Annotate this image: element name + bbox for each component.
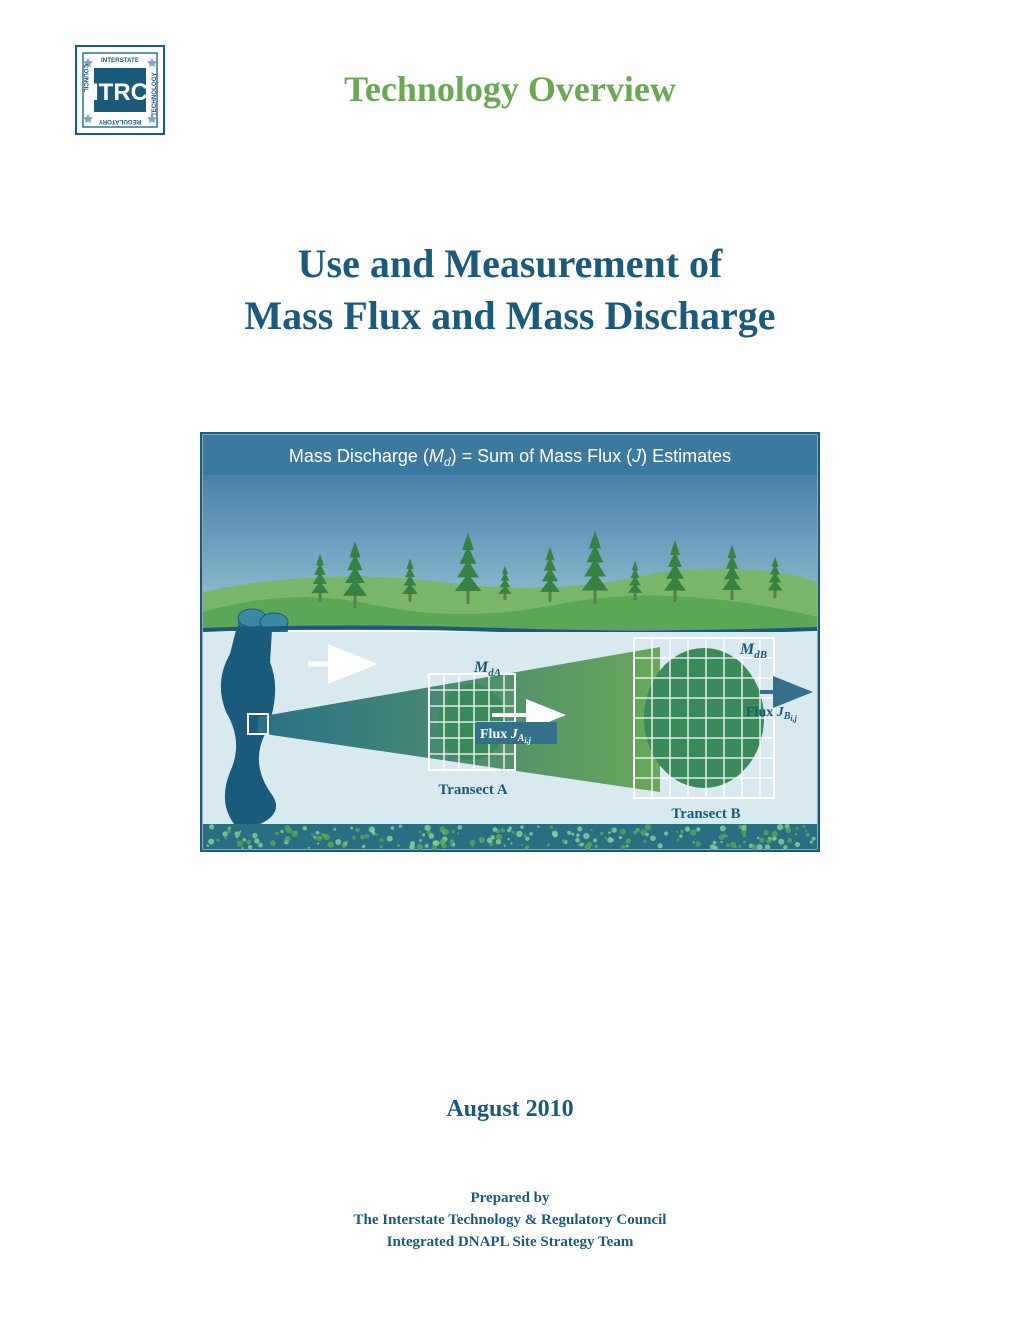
logo-top-word: INTERSTATE <box>101 57 139 64</box>
main-title-line-1: Use and Measurement of <box>0 240 1020 287</box>
tech-overview-heading: Technology Overview <box>0 68 1020 110</box>
mass-flux-diagram: Mass Discharge (Md) = Sum of Mass Flux (… <box>200 432 820 852</box>
team-name: Integrated DNAPL Site Strategy Team <box>0 1234 1020 1251</box>
transect-b-label: Transect B <box>671 806 740 822</box>
prepared-by-label: Prepared by <box>0 1190 1020 1207</box>
diagram-header: Mass Discharge (Md) = Sum of Mass Flux (… <box>289 446 731 469</box>
transect-a-label: Transect A <box>438 782 507 798</box>
main-title-line-2: Mass Flux and Mass Discharge <box>0 292 1020 339</box>
publication-date: August 2010 <box>0 1096 1020 1123</box>
logo-bottom-word: REGULATORY <box>98 118 141 125</box>
org-name: The Interstate Technology & Regulatory C… <box>0 1212 1020 1229</box>
